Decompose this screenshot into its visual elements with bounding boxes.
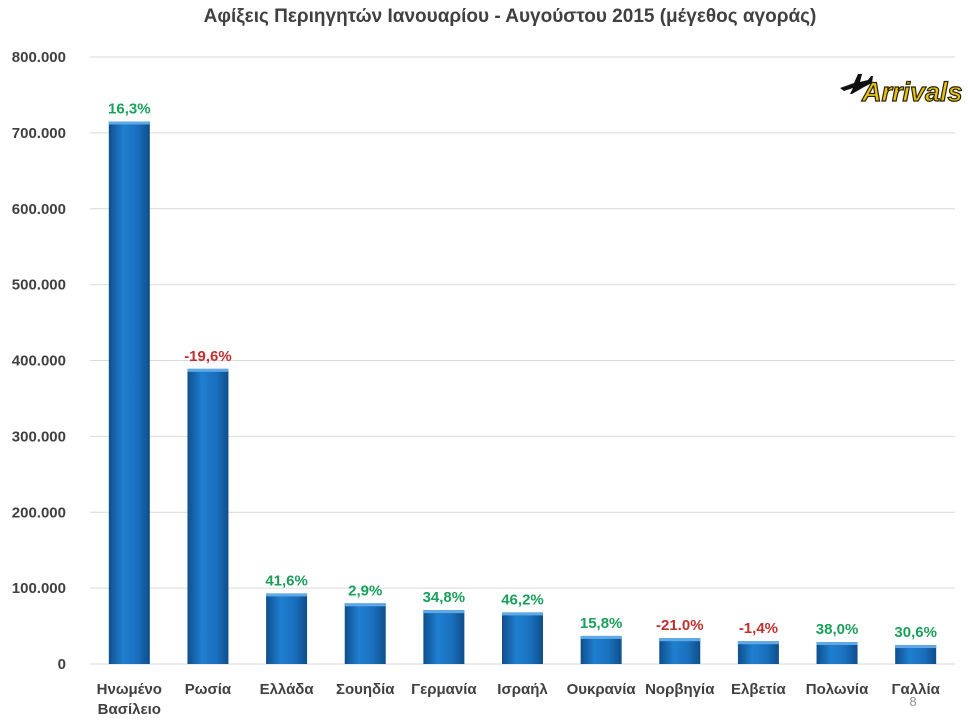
data-labels: 16,3% -19,6% 41,6% 2,9% 34,8% 46,2% 15,8% -21.0… xyxy=(108,100,937,641)
bar xyxy=(108,121,150,664)
y-axis: 0 100.000 200.000 300.000 400.000 500.000 600.… xyxy=(12,49,66,673)
bar-top-highlight xyxy=(423,610,465,614)
x-tick-label: Ελβετία xyxy=(731,681,786,698)
bar-top-highlight xyxy=(344,603,386,607)
bar xyxy=(187,368,229,664)
y-tick-label: 500.000 xyxy=(12,277,66,294)
x-tick-label: Νορβηγία xyxy=(645,681,715,698)
data-label: 30,6% xyxy=(894,624,937,641)
x-tick-label: Ισραήλ xyxy=(497,681,548,698)
x-tick-label: Ελλάδα xyxy=(260,681,315,698)
bar xyxy=(266,593,308,664)
y-tick-label: 800.000 xyxy=(12,49,66,66)
x-tick-label: Γαλλία xyxy=(892,681,941,698)
bar-top-highlight xyxy=(502,612,543,616)
bar xyxy=(816,641,858,664)
x-tick-label: Ουκρανία xyxy=(567,681,637,698)
y-tick-label: 100.000 xyxy=(12,580,66,597)
y-tick-label: 600.000 xyxy=(12,201,66,218)
bar-top-highlight xyxy=(187,368,229,372)
data-label: 15,8% xyxy=(580,615,623,632)
data-label: 16,3% xyxy=(108,100,151,117)
x-tick-label: Ρωσία xyxy=(185,681,232,698)
bar xyxy=(659,638,701,664)
arrivals-logo: Arrivals xyxy=(840,74,963,108)
y-tick-label: 0 xyxy=(58,656,66,673)
chart-title: Αφίξεις Περιηγητών Ιανουαρίου - Αυγούστο… xyxy=(204,6,817,27)
bar-top-highlight xyxy=(659,638,701,642)
x-tick-label: Γερμανία xyxy=(411,681,477,698)
x-axis: Ηνωμένο Βασίλειο Ρωσία Ελλάδα Σουηδία Γερμανί… xyxy=(97,681,941,718)
x-tick-label: Πολωνία xyxy=(806,681,869,698)
bar-top-highlight xyxy=(895,645,937,649)
y-tick-label: 300.000 xyxy=(12,428,66,445)
data-label: 2,9% xyxy=(348,582,382,599)
logo-text: Arrivals xyxy=(861,77,963,107)
bar xyxy=(344,603,386,664)
bar xyxy=(423,610,465,664)
data-label: -1,4% xyxy=(739,620,778,637)
page-number: 8 xyxy=(909,694,916,709)
x-tick-label: Βασίλειο xyxy=(98,701,161,718)
x-tick-label: Σουηδία xyxy=(336,681,395,698)
airplane-icon xyxy=(840,74,873,94)
bar-top-highlight xyxy=(737,641,779,645)
data-label: 46,2% xyxy=(501,591,544,608)
data-label: 38,0% xyxy=(816,621,859,638)
x-tick-label: Ηνωμένο xyxy=(97,681,162,698)
data-label: 34,8% xyxy=(423,589,466,606)
data-label: 41,6% xyxy=(265,572,308,589)
data-label: -21.0% xyxy=(656,617,704,634)
bar-top-highlight xyxy=(816,641,858,645)
bar xyxy=(502,612,543,664)
gridlines xyxy=(90,56,955,665)
y-tick-label: 400.000 xyxy=(12,353,66,370)
bars xyxy=(108,121,937,664)
bar-top-highlight xyxy=(108,121,150,125)
bar-top-highlight xyxy=(580,635,622,639)
bar xyxy=(895,645,937,664)
data-label: -19,6% xyxy=(184,348,232,365)
bar xyxy=(580,635,622,664)
y-tick-label: 700.000 xyxy=(12,125,66,142)
bar xyxy=(737,641,779,664)
bar-top-highlight xyxy=(266,593,308,597)
y-tick-label: 200.000 xyxy=(12,504,66,521)
